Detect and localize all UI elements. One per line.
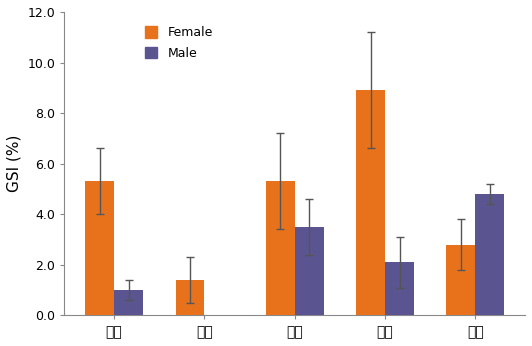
Bar (385, 262, 414, 315)
Bar (114, 290, 143, 315)
Bar (176, 280, 204, 315)
Bar (356, 90, 385, 315)
Y-axis label: GSI (%): GSI (%) (7, 135, 22, 192)
Bar (266, 181, 295, 315)
Legend: Female, Male: Female, Male (140, 21, 218, 65)
Bar (295, 227, 323, 315)
Bar (476, 194, 504, 315)
Bar (85, 181, 114, 315)
Bar (446, 245, 476, 315)
